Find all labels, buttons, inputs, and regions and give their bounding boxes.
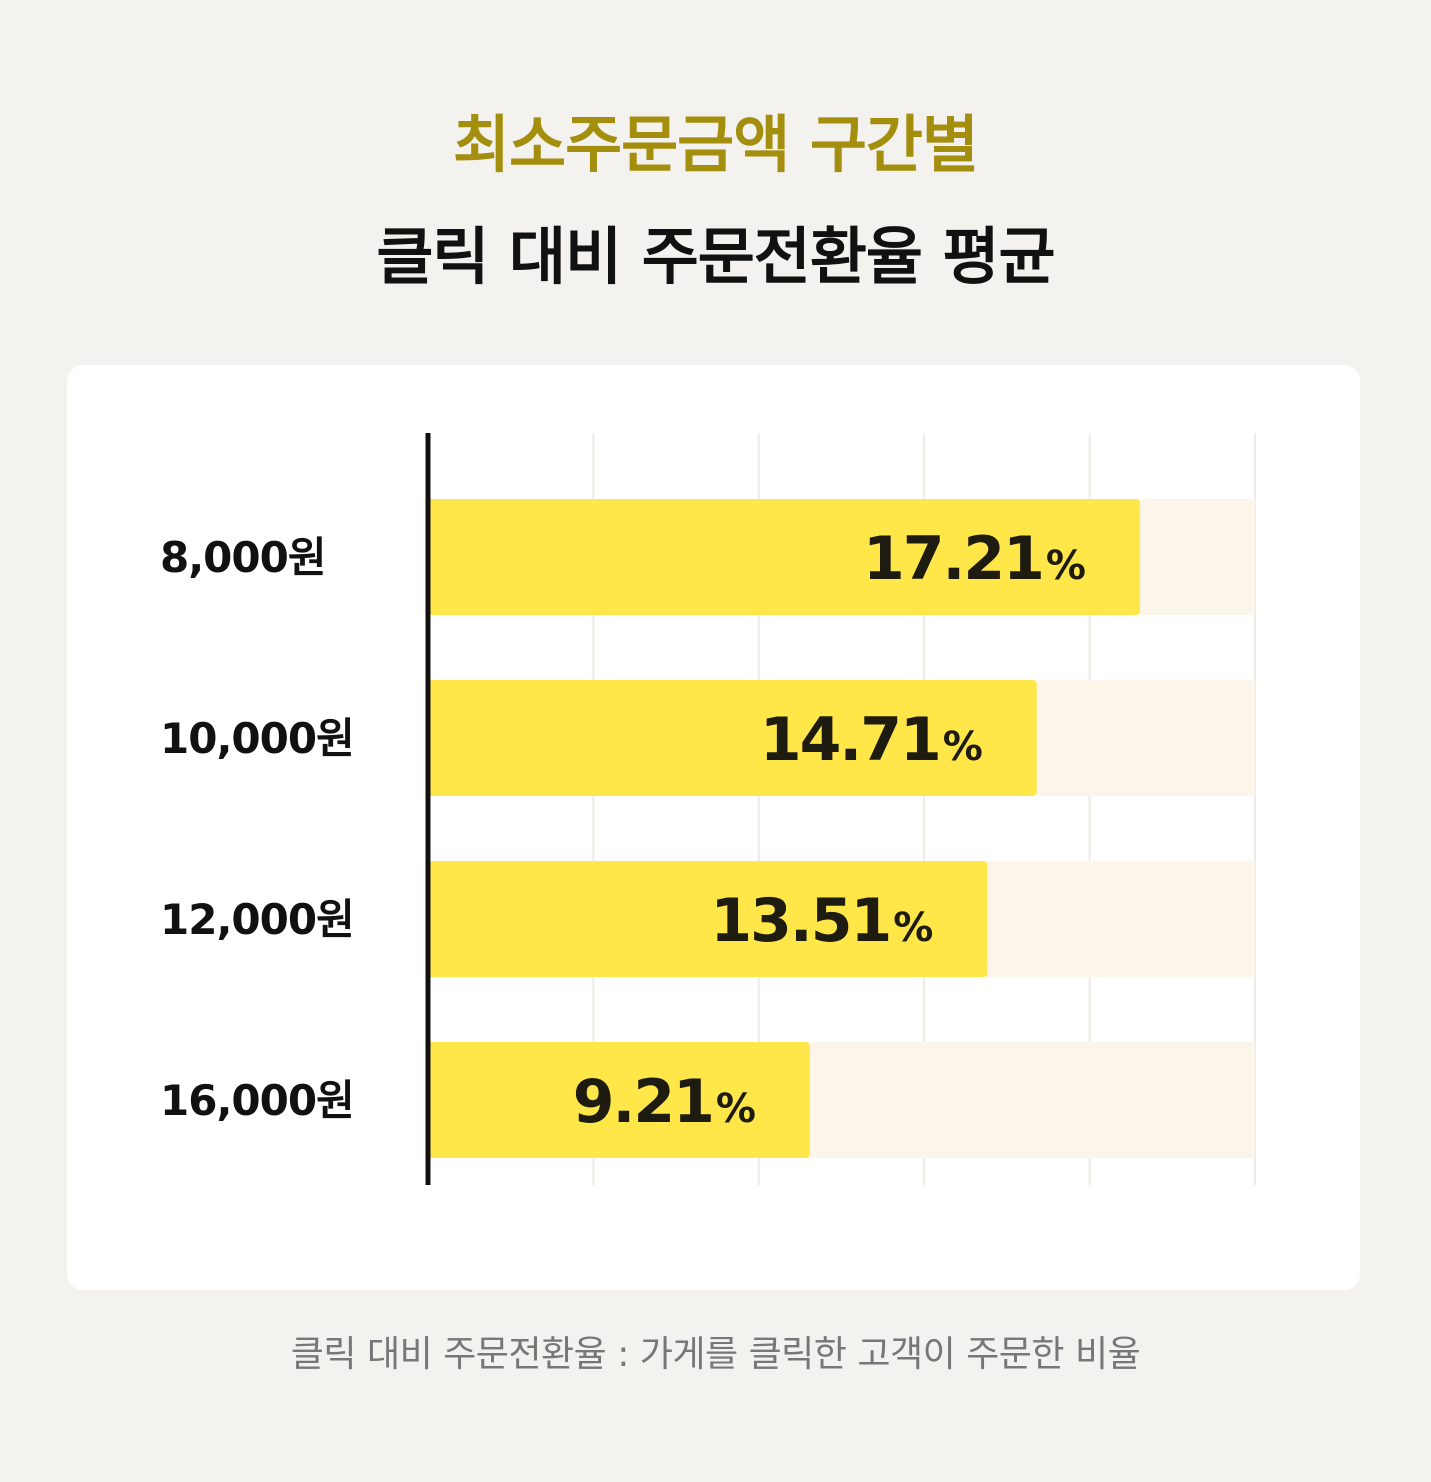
value-label: 14.71%: [760, 705, 982, 775]
chart-title-line2: 클릭 대비 주문전환율 평균: [376, 220, 1055, 293]
bar-chart: 8,000원 17.21% 10,000원 14.71% 12,000원 13.51% 16…: [160, 433, 1256, 1185]
value-label: 13.51%: [710, 886, 932, 956]
bar: [426, 861, 988, 977]
category-label: 8,000원: [160, 533, 326, 582]
bar: [426, 499, 1140, 615]
category-label: 12,000원: [160, 895, 354, 944]
category-label: 16,000원: [160, 1076, 354, 1125]
footnote: 클릭 대비 주문전환율 : 가게를 클릭한 고객이 주문한 비율: [290, 1334, 1141, 1375]
value-label: 17.21%: [863, 524, 1085, 594]
bar: [426, 680, 1037, 796]
category-label: 10,000원: [160, 714, 354, 763]
value-label: 9.21%: [573, 1067, 755, 1137]
chart-card: 8,000원 17.21% 10,000원 14.71% 12,000원 13.51% 16…: [67, 365, 1360, 1290]
chart-title-line1: 최소주문금액 구간별: [453, 108, 979, 181]
bar: [426, 1042, 810, 1158]
